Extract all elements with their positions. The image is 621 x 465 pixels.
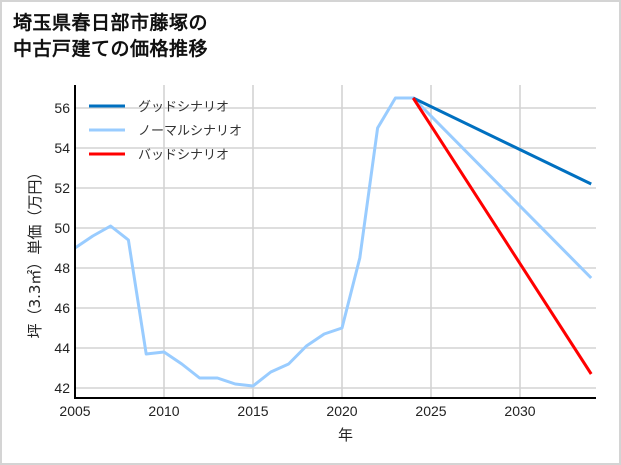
series-line bbox=[411, 97, 593, 375]
legend-label: バッドシナリオ bbox=[138, 148, 229, 163]
y-tick-label: 46 bbox=[54, 300, 70, 316]
data-series bbox=[74, 96, 593, 388]
x-axis-label: 年 bbox=[338, 426, 353, 444]
x-tick-label: 2030 bbox=[504, 403, 535, 419]
legend-label: グッドシナリオ bbox=[138, 100, 229, 115]
axes bbox=[74, 85, 596, 399]
chart-title-line1: 埼玉県春日部市藤塚の bbox=[13, 12, 209, 34]
chart-title-line2: 中古戸建ての価格推移 bbox=[13, 38, 209, 60]
y-tick-label: 50 bbox=[54, 220, 70, 236]
grid-lines bbox=[74, 85, 596, 398]
y-axis-label: 坪（3.3㎡）単価（万円） bbox=[26, 165, 44, 339]
y-tick-label: 54 bbox=[54, 140, 70, 156]
x-tick-label: 2010 bbox=[148, 403, 179, 419]
y-tick-label: 52 bbox=[54, 180, 70, 196]
series-line bbox=[74, 96, 593, 388]
y-tick-label: 56 bbox=[54, 100, 70, 116]
y-tick-label: 48 bbox=[54, 260, 70, 276]
y-tick-label: 42 bbox=[54, 380, 70, 396]
x-tick-label: 2005 bbox=[59, 403, 90, 419]
tick-labels: 2005 2010 2015 2020 2025 2030 42 44 46 48 50 52 54 56 bbox=[54, 100, 535, 419]
y-tick-label: 44 bbox=[54, 340, 70, 356]
x-tick-label: 2020 bbox=[326, 403, 357, 419]
chart-title: 埼玉県春日部市藤塚の 中古戸建ての価格推移 bbox=[13, 10, 208, 62]
series-line bbox=[412, 96, 592, 186]
legend-label: ノーマルシナリオ bbox=[138, 124, 242, 139]
x-tick-label: 2025 bbox=[415, 403, 446, 419]
x-tick-label: 2015 bbox=[237, 403, 268, 419]
